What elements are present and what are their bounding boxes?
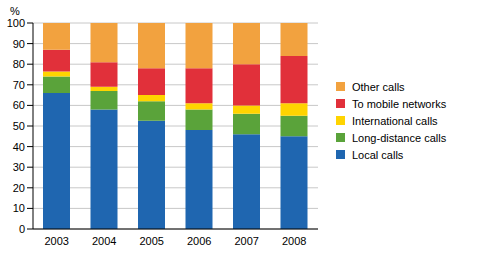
html-text:Local calls: Local calls: [352, 148, 404, 161]
svg-text:0: 0: [19, 223, 25, 235]
html-text:Long-distance calls: Long-distance calls: [352, 131, 447, 144]
svg-text:20: 20: [13, 182, 25, 194]
svg-text:2005: 2005: [140, 235, 164, 247]
html-text:To mobile networks: To mobile networks: [352, 97, 447, 110]
svg-text:80: 80: [13, 58, 25, 70]
svg-text:2008: 2008: [282, 235, 306, 247]
svg-text:2003: 2003: [45, 235, 69, 247]
html-text:International calls: International calls: [352, 114, 438, 127]
svg-text:2004: 2004: [92, 235, 116, 247]
svg-text:2007: 2007: [235, 235, 259, 247]
svg-text:40: 40: [13, 141, 25, 153]
svg-text:70: 70: [13, 79, 25, 91]
html-text:Other calls: Other calls: [352, 80, 405, 93]
svg-text:60: 60: [13, 99, 25, 111]
svg-text:10: 10: [13, 202, 25, 214]
svg-text:90: 90: [13, 38, 25, 50]
svg-text:30: 30: [13, 161, 25, 173]
svg-text:2006: 2006: [187, 235, 211, 247]
svg-text:100: 100: [8, 17, 25, 29]
svg-text:50: 50: [13, 120, 25, 132]
